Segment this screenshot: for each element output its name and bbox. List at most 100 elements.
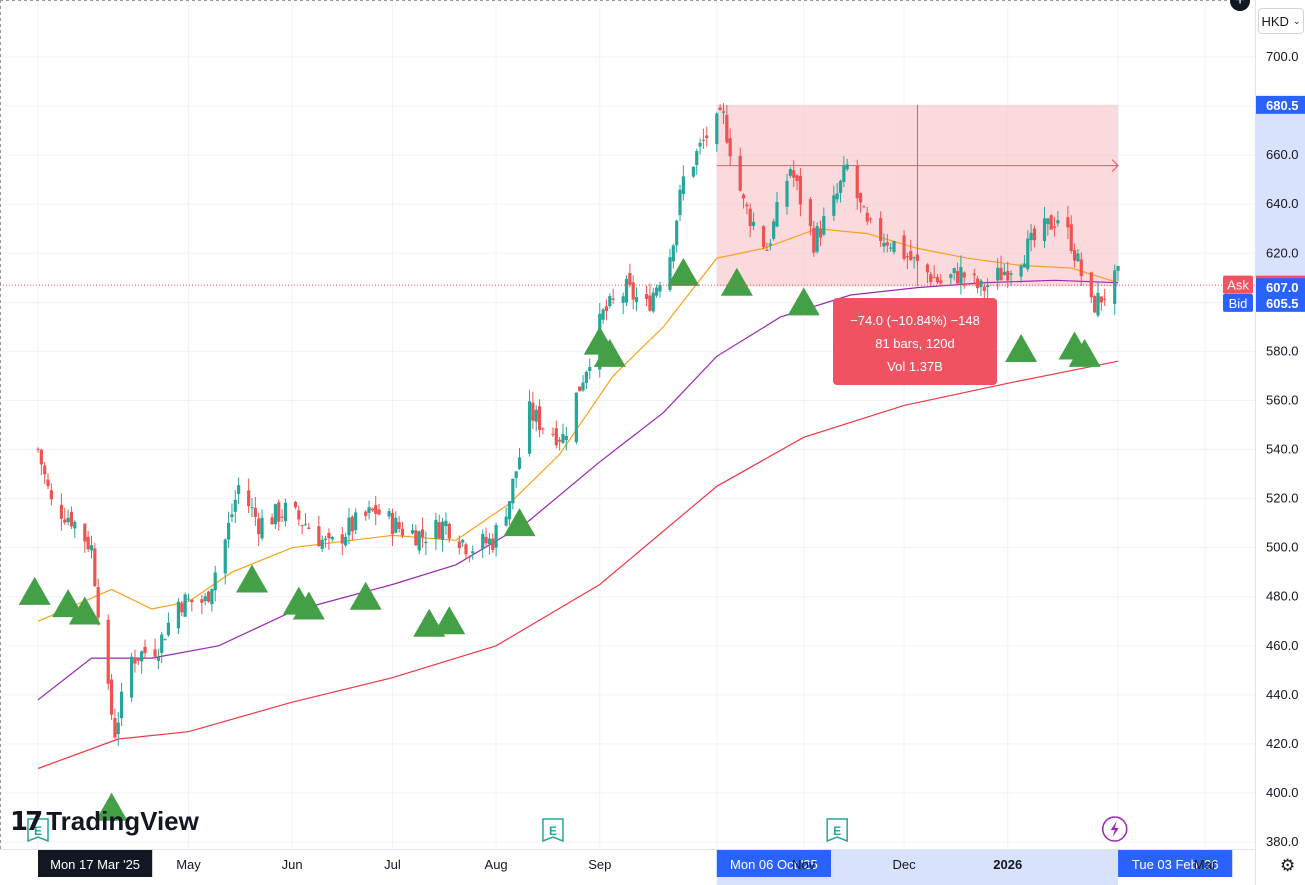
candle-body	[260, 517, 264, 539]
candle-body	[73, 521, 77, 529]
candle-body	[166, 622, 171, 636]
candle-body	[718, 107, 722, 111]
candle-body	[160, 634, 164, 653]
candle-body	[250, 507, 254, 509]
time-tick-label: Mon 06 Oct '25	[730, 857, 818, 872]
earnings-flag-icon[interactable]	[826, 818, 848, 843]
candle-body	[140, 651, 144, 662]
time-tick-label: Jul	[384, 857, 401, 872]
logo-text: TradingView	[46, 806, 199, 836]
candle-body	[905, 256, 909, 258]
candle-body	[721, 111, 726, 113]
lightning-bolt	[1110, 821, 1119, 837]
candle-body	[280, 516, 284, 518]
candle-body	[925, 264, 930, 273]
buy-signal-marker	[503, 508, 536, 537]
candle-body	[377, 509, 381, 515]
add-icon[interactable]: +	[1230, 0, 1250, 11]
candle-body	[119, 691, 124, 719]
candle-body	[106, 619, 110, 684]
candle-body	[1032, 228, 1037, 241]
ask-tag: Ask	[1227, 278, 1249, 293]
earnings-flag-icon[interactable]	[542, 818, 564, 843]
earnings-flag-icon[interactable]	[27, 818, 49, 843]
buy-signal-marker	[787, 287, 820, 316]
candle-body	[69, 511, 74, 527]
bid-tag: Bid	[1229, 296, 1248, 311]
earnings-flag-letter: E	[34, 824, 42, 838]
candle-body	[728, 138, 732, 157]
candle-body	[882, 242, 886, 247]
candle-body	[775, 202, 779, 227]
currency-selector[interactable]: HKD ⌄	[1258, 8, 1304, 34]
candle-body	[738, 155, 742, 191]
candle-body	[136, 657, 140, 661]
time-label-bg	[38, 850, 153, 877]
candle-body	[952, 268, 956, 274]
candle-body	[206, 591, 211, 602]
range-arrow	[1111, 159, 1119, 172]
candle-body	[494, 525, 498, 548]
candle-body	[765, 249, 769, 251]
candle-body	[1029, 232, 1033, 241]
price-axis[interactable]: 700.0660.0640.0620.0600.0580.0560.0540.0…	[1223, 0, 1305, 885]
price-tick-label: 480.0	[1266, 589, 1299, 604]
candle-body	[678, 189, 682, 216]
candle-body	[668, 257, 672, 290]
candle-body	[183, 594, 187, 617]
ma-line-3	[37, 360, 1119, 770]
candle-body	[39, 449, 43, 465]
candle-body	[986, 285, 990, 288]
candle-body	[340, 534, 344, 544]
buy-signal-marker	[292, 591, 325, 620]
time-axis[interactable]: Mon 17 Mar '25 May Jun Jul Aug Sep Mon 06 Oct …	[0, 849, 1255, 885]
candle-body	[49, 490, 53, 500]
price-tick-label: 420.0	[1266, 736, 1299, 751]
candle-body	[417, 531, 421, 551]
candle-body	[644, 294, 649, 300]
candle-body	[1052, 226, 1057, 229]
candle-body	[390, 512, 395, 535]
tradingview-logo[interactable]: 17 TradingView	[10, 806, 199, 837]
candle-body	[1113, 270, 1117, 304]
candle-body	[367, 507, 371, 513]
candle-body	[808, 199, 813, 227]
measure-change: −74.0 (−10.84%) −148	[850, 313, 980, 328]
candle-body	[1066, 217, 1070, 228]
candle-body	[691, 166, 695, 177]
candle-body	[955, 271, 960, 284]
candle-body	[484, 536, 488, 544]
candle-body	[464, 544, 468, 555]
candle-body	[203, 596, 207, 602]
signal-markers	[18, 257, 1101, 821]
candle-body	[611, 298, 615, 300]
candle-body	[180, 603, 184, 613]
candle-body	[317, 526, 321, 547]
price-tick-label: 660.0	[1266, 147, 1299, 162]
candle-body	[601, 309, 605, 320]
candle-body	[46, 479, 50, 487]
chevron-down-icon: ⌄	[1292, 15, 1301, 26]
candle-body	[999, 267, 1003, 281]
candle-body	[959, 267, 963, 284]
candle-body	[43, 465, 47, 475]
candle-body	[1076, 253, 1080, 262]
candle-body	[624, 279, 629, 303]
ma-line-2	[37, 279, 1119, 701]
gear-icon[interactable]: ⚙	[1280, 856, 1296, 876]
price-tick-label: 380.0	[1266, 834, 1299, 849]
candle-body	[156, 657, 160, 661]
candle-body	[608, 296, 612, 307]
candle-body	[845, 164, 849, 170]
price-tick-label: 500.0	[1266, 540, 1299, 555]
candle-body	[186, 598, 191, 600]
candle-body	[63, 519, 67, 523]
earnings-flag-letter: E	[549, 824, 557, 838]
candle-body	[400, 528, 405, 536]
candle-body	[300, 525, 304, 527]
buy-signal-marker	[433, 606, 466, 635]
candle-body	[979, 280, 983, 287]
time-tick-label: Jun	[282, 857, 303, 872]
candle-body	[364, 511, 368, 516]
